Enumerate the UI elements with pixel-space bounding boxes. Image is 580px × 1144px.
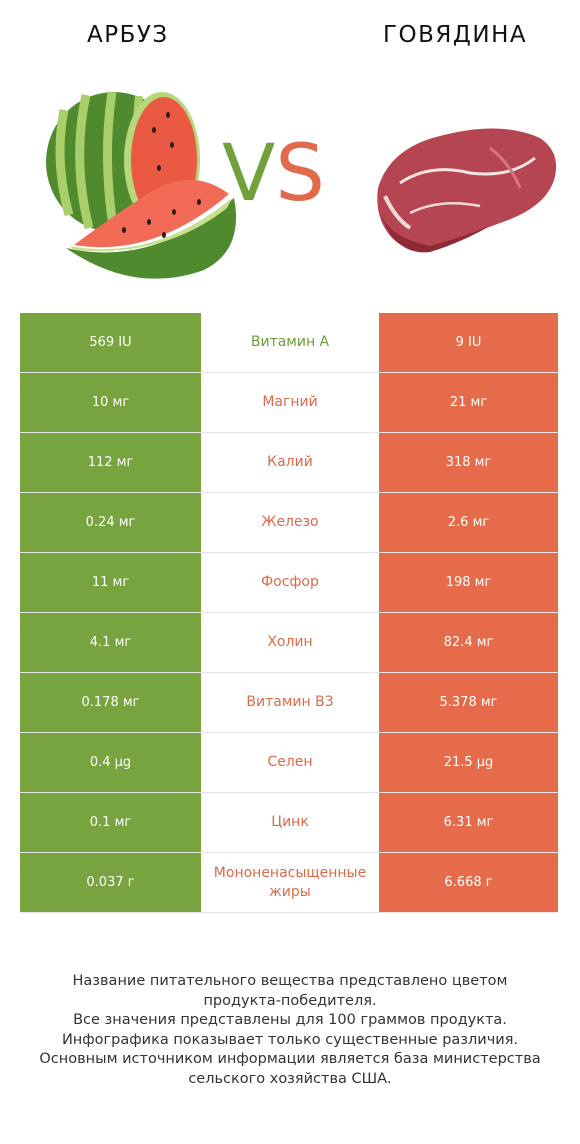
footer-line: Все значения представлены для 100 граммо… [73, 1012, 507, 1028]
table-row: 112 мг Калий 318 мг [20, 433, 558, 493]
right-value: 5.378 мг [379, 673, 558, 732]
left-value: 0.24 мг [20, 493, 201, 552]
table-row: 4.1 мг Холин 82.4 мг [20, 613, 558, 673]
nutrient-name: Мононенасыщенные жиры [201, 853, 379, 912]
left-product-title: АРБУЗ [87, 22, 169, 48]
table-row: 0.4 µg Селен 21.5 µg [20, 733, 558, 793]
left-value: 0.037 г [20, 853, 201, 912]
table-row: 0.1 мг Цинк 6.31 мг [20, 793, 558, 853]
table-row: 0.037 г Мононенасыщенные жиры 6.668 г [20, 853, 558, 913]
vs-v: V [222, 129, 276, 219]
right-value: 2.6 мг [379, 493, 558, 552]
right-value: 82.4 мг [379, 613, 558, 672]
footer-line: Основным источником информации является … [39, 1051, 541, 1067]
table-row: 10 мг Магний 21 мг [20, 373, 558, 433]
left-value: 11 мг [20, 553, 201, 612]
footer-line: Инфографика показывает только существенн… [61, 1031, 519, 1048]
right-value: 6.668 г [379, 853, 558, 912]
nutrient-name: Витамин B3 [201, 673, 379, 732]
table-row: 11 мг Фосфор 198 мг [20, 553, 558, 613]
beef-steak-image [370, 118, 562, 258]
left-value: 0.4 µg [20, 733, 201, 792]
nutrient-name: Холин [201, 613, 379, 672]
table-row: 569 IU Витамин A 9 IU [20, 313, 558, 373]
left-value: 0.178 мг [20, 673, 201, 732]
left-value: 112 мг [20, 433, 201, 492]
table-row: 0.178 мг Витамин B3 5.378 мг [20, 673, 558, 733]
vs-s: S [275, 129, 325, 219]
footer-line: сельского хозяйства США. [188, 1070, 392, 1087]
nutrient-name: Железо [201, 493, 379, 552]
right-value: 318 мг [379, 433, 558, 492]
watermelon-image [44, 90, 244, 295]
right-value: 21.5 µg [379, 733, 558, 792]
nutrient-name: Селен [201, 733, 379, 792]
nutrient-name: Магний [201, 373, 379, 432]
nutrient-name: Калий [201, 433, 379, 492]
footer-line: Название питательного вещества представл… [72, 973, 508, 989]
right-value: 21 мг [379, 373, 558, 432]
table-row: 0.24 мг Железо 2.6 мг [20, 493, 558, 553]
left-value: 10 мг [20, 373, 201, 432]
left-value: 569 IU [20, 313, 201, 372]
nutrient-name: Фосфор [201, 553, 379, 612]
right-value: 198 мг [379, 553, 558, 612]
left-value: 4.1 мг [20, 613, 201, 672]
right-value: 6.31 мг [379, 793, 558, 852]
footer-notes: Название питательного вещества представл… [10, 972, 570, 1089]
right-value: 9 IU [379, 313, 558, 372]
nutrient-name: Витамин A [201, 313, 379, 372]
comparison-table: 569 IU Витамин A 9 IU 10 мг Магний 21 мг… [20, 313, 558, 913]
right-product-title: ГОВЯДИНА [383, 22, 528, 48]
left-value: 0.1 мг [20, 793, 201, 852]
vs-label: VS [222, 135, 325, 213]
nutrient-name: Цинк [201, 793, 379, 852]
footer-line: продукта-победителя. [203, 992, 377, 1009]
